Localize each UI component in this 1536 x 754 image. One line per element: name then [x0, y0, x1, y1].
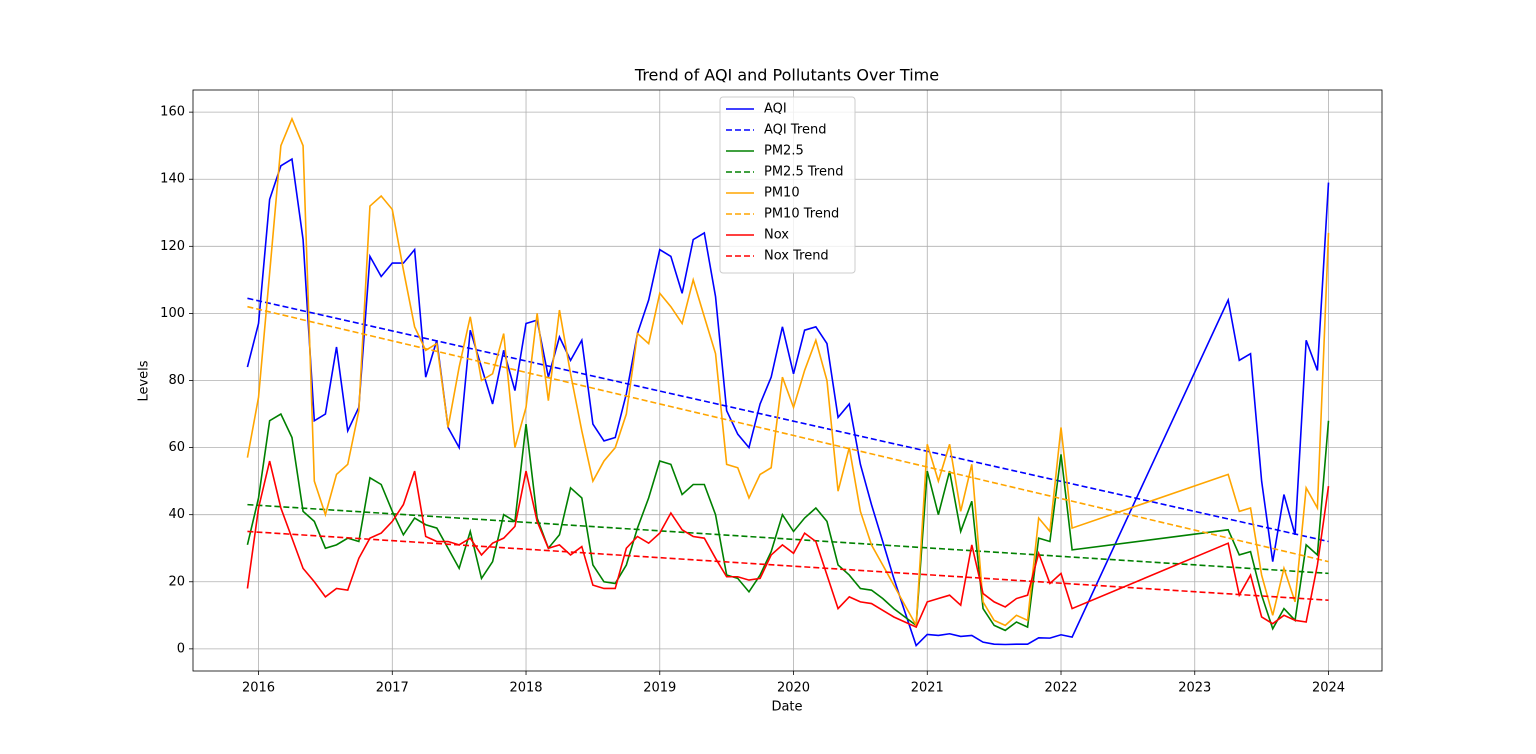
y-axis-label: Levels: [137, 360, 152, 401]
legend-label: AQI Trend: [764, 123, 826, 138]
legend-label: PM2.5: [764, 144, 804, 159]
x-tick-label: 2017: [376, 681, 409, 696]
legend-box: [719, 96, 856, 274]
legend-label: AQI: [764, 102, 787, 117]
y-tick-label: 140: [160, 172, 185, 187]
y-tick-label: 160: [160, 105, 185, 120]
x-tick-label: 2020: [777, 681, 810, 696]
legend-label: PM2.5 Trend: [764, 165, 843, 180]
legend-label: Nox: [764, 228, 789, 243]
series-line: [246, 157, 1330, 647]
x-tick-label: 2021: [911, 681, 944, 696]
x-tick-label: 2016: [242, 681, 275, 696]
y-tick-label: 80: [168, 373, 185, 388]
series-line: [246, 412, 1330, 632]
y-tick-label: 100: [160, 306, 185, 321]
chart-title: Trend of AQI and Pollutants Over Time: [634, 66, 939, 85]
series-line: [247, 305, 1329, 563]
x-tick-label: 2022: [1044, 681, 1077, 696]
y-tick-label: 0: [177, 641, 185, 656]
y-tick-label: 40: [168, 507, 185, 522]
y-tick-label: 120: [160, 239, 185, 254]
x-tick-label: 2019: [643, 681, 676, 696]
legend-label: Nox Trend: [764, 249, 829, 264]
x-tick-label: 2018: [509, 681, 542, 696]
series-line: [246, 460, 1330, 629]
y-tick-label: 20: [168, 574, 185, 589]
series-line: [247, 297, 1329, 543]
x-tick-label: 2023: [1178, 681, 1211, 696]
legend-label: PM10 Trend: [764, 207, 839, 222]
legend: AQI AQI Trend PM2.5 PM2.5 Trend PM10 PM10 Tre…: [719, 96, 856, 274]
series-line: [246, 116, 1330, 629]
y-tick-label: 60: [168, 440, 185, 455]
plot-frame: [192, 89, 1383, 672]
x-axis-label: Date: [771, 700, 802, 715]
series-line: [247, 530, 1329, 602]
x-tick-label: 2024: [1312, 681, 1345, 696]
series-line: [247, 503, 1329, 575]
legend-label: PM10: [764, 186, 800, 201]
